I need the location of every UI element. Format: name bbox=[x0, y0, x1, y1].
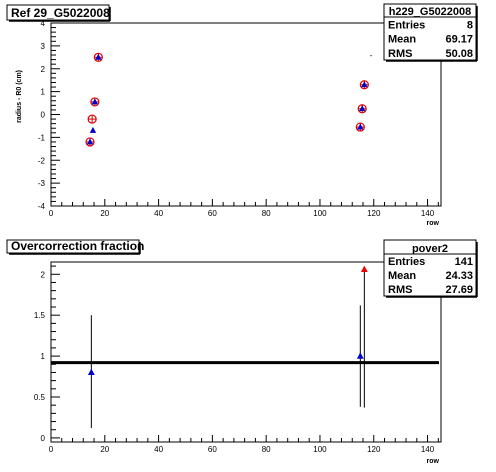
x-tick-label: 140 bbox=[421, 445, 435, 454]
y-tick-label: 1.5 bbox=[34, 311, 46, 320]
x-axis-label: row bbox=[427, 458, 440, 465]
data-point-triangle bbox=[360, 265, 368, 272]
x-tick-label: 20 bbox=[100, 445, 109, 454]
stats-label: RMS bbox=[388, 48, 412, 60]
stats-value: 69.17 bbox=[445, 34, 473, 46]
x-tick-label: 100 bbox=[313, 445, 327, 454]
data-point-triangle bbox=[87, 368, 95, 376]
stats-value: 8 bbox=[467, 19, 473, 31]
stats-value: 50.08 bbox=[445, 48, 473, 60]
y-tick-label: 0 bbox=[41, 434, 46, 443]
data-point-triangle bbox=[89, 126, 97, 133]
data-point-triangle bbox=[358, 105, 366, 112]
x-axis-label: row bbox=[427, 220, 440, 227]
y-tick-label: 1 bbox=[41, 352, 46, 361]
stats-value: 141 bbox=[455, 256, 473, 268]
plot-frame bbox=[50, 22, 442, 207]
stats-name: pover2 bbox=[412, 243, 448, 255]
y-tick-label: 0.5 bbox=[34, 393, 46, 402]
chart-title: Ref 29_G5022008 bbox=[11, 6, 110, 20]
y-tick-label: 4 bbox=[41, 19, 46, 28]
x-tick-label: 20 bbox=[100, 209, 109, 218]
x-tick-label: 0 bbox=[49, 209, 54, 218]
stats-label: RMS bbox=[388, 284, 412, 296]
title-box bbox=[6, 239, 140, 254]
plot-frame bbox=[50, 261, 442, 443]
data-point-triangle bbox=[356, 352, 364, 359]
stats-label: Entries bbox=[388, 19, 425, 31]
stats-box bbox=[383, 3, 477, 61]
y-tick-label: 2 bbox=[41, 65, 46, 74]
stats-box bbox=[383, 239, 477, 297]
data-point-triangle bbox=[86, 138, 94, 145]
stats-label: Mean bbox=[388, 270, 416, 282]
annotation: - bbox=[370, 51, 373, 60]
x-tick-label: 40 bbox=[154, 209, 163, 218]
title-box bbox=[6, 4, 110, 21]
stats-value: 24.33 bbox=[445, 270, 473, 282]
x-tick-label: 100 bbox=[313, 209, 327, 218]
x-tick-label: 0 bbox=[49, 445, 54, 454]
stats-label: Entries bbox=[388, 256, 425, 268]
data-point-triangle bbox=[357, 123, 364, 130]
stats-label: Mean bbox=[388, 34, 416, 46]
y-tick-label: -2 bbox=[38, 156, 46, 165]
y-tick-label: -1 bbox=[38, 133, 46, 142]
data-point-triangle bbox=[91, 98, 99, 105]
data-point-triangle bbox=[361, 81, 368, 88]
stats-name: h229_G5022008 bbox=[389, 6, 472, 18]
x-tick-label: 80 bbox=[262, 209, 271, 218]
x-tick-label: 60 bbox=[208, 209, 217, 218]
x-tick-label: 60 bbox=[208, 445, 217, 454]
y-tick-label: 0 bbox=[41, 111, 46, 120]
y-tick-label: 1 bbox=[41, 88, 46, 97]
stats-value: 27.69 bbox=[445, 284, 473, 296]
chart-title: Overcorrection fraction bbox=[11, 239, 144, 253]
x-tick-label: 40 bbox=[154, 445, 163, 454]
y-tick-label: -3 bbox=[38, 179, 46, 188]
y-tick-label: 3 bbox=[41, 42, 46, 51]
y-tick-label: 2 bbox=[41, 270, 46, 279]
y-axis-label: radius - R0 (cm) bbox=[16, 70, 23, 123]
x-tick-label: 80 bbox=[262, 445, 271, 454]
y-tick-label: -4 bbox=[38, 202, 46, 211]
x-tick-label: 140 bbox=[421, 209, 435, 218]
x-tick-label: 120 bbox=[367, 209, 381, 218]
x-tick-label: 120 bbox=[367, 445, 381, 454]
data-point-triangle bbox=[95, 53, 102, 60]
